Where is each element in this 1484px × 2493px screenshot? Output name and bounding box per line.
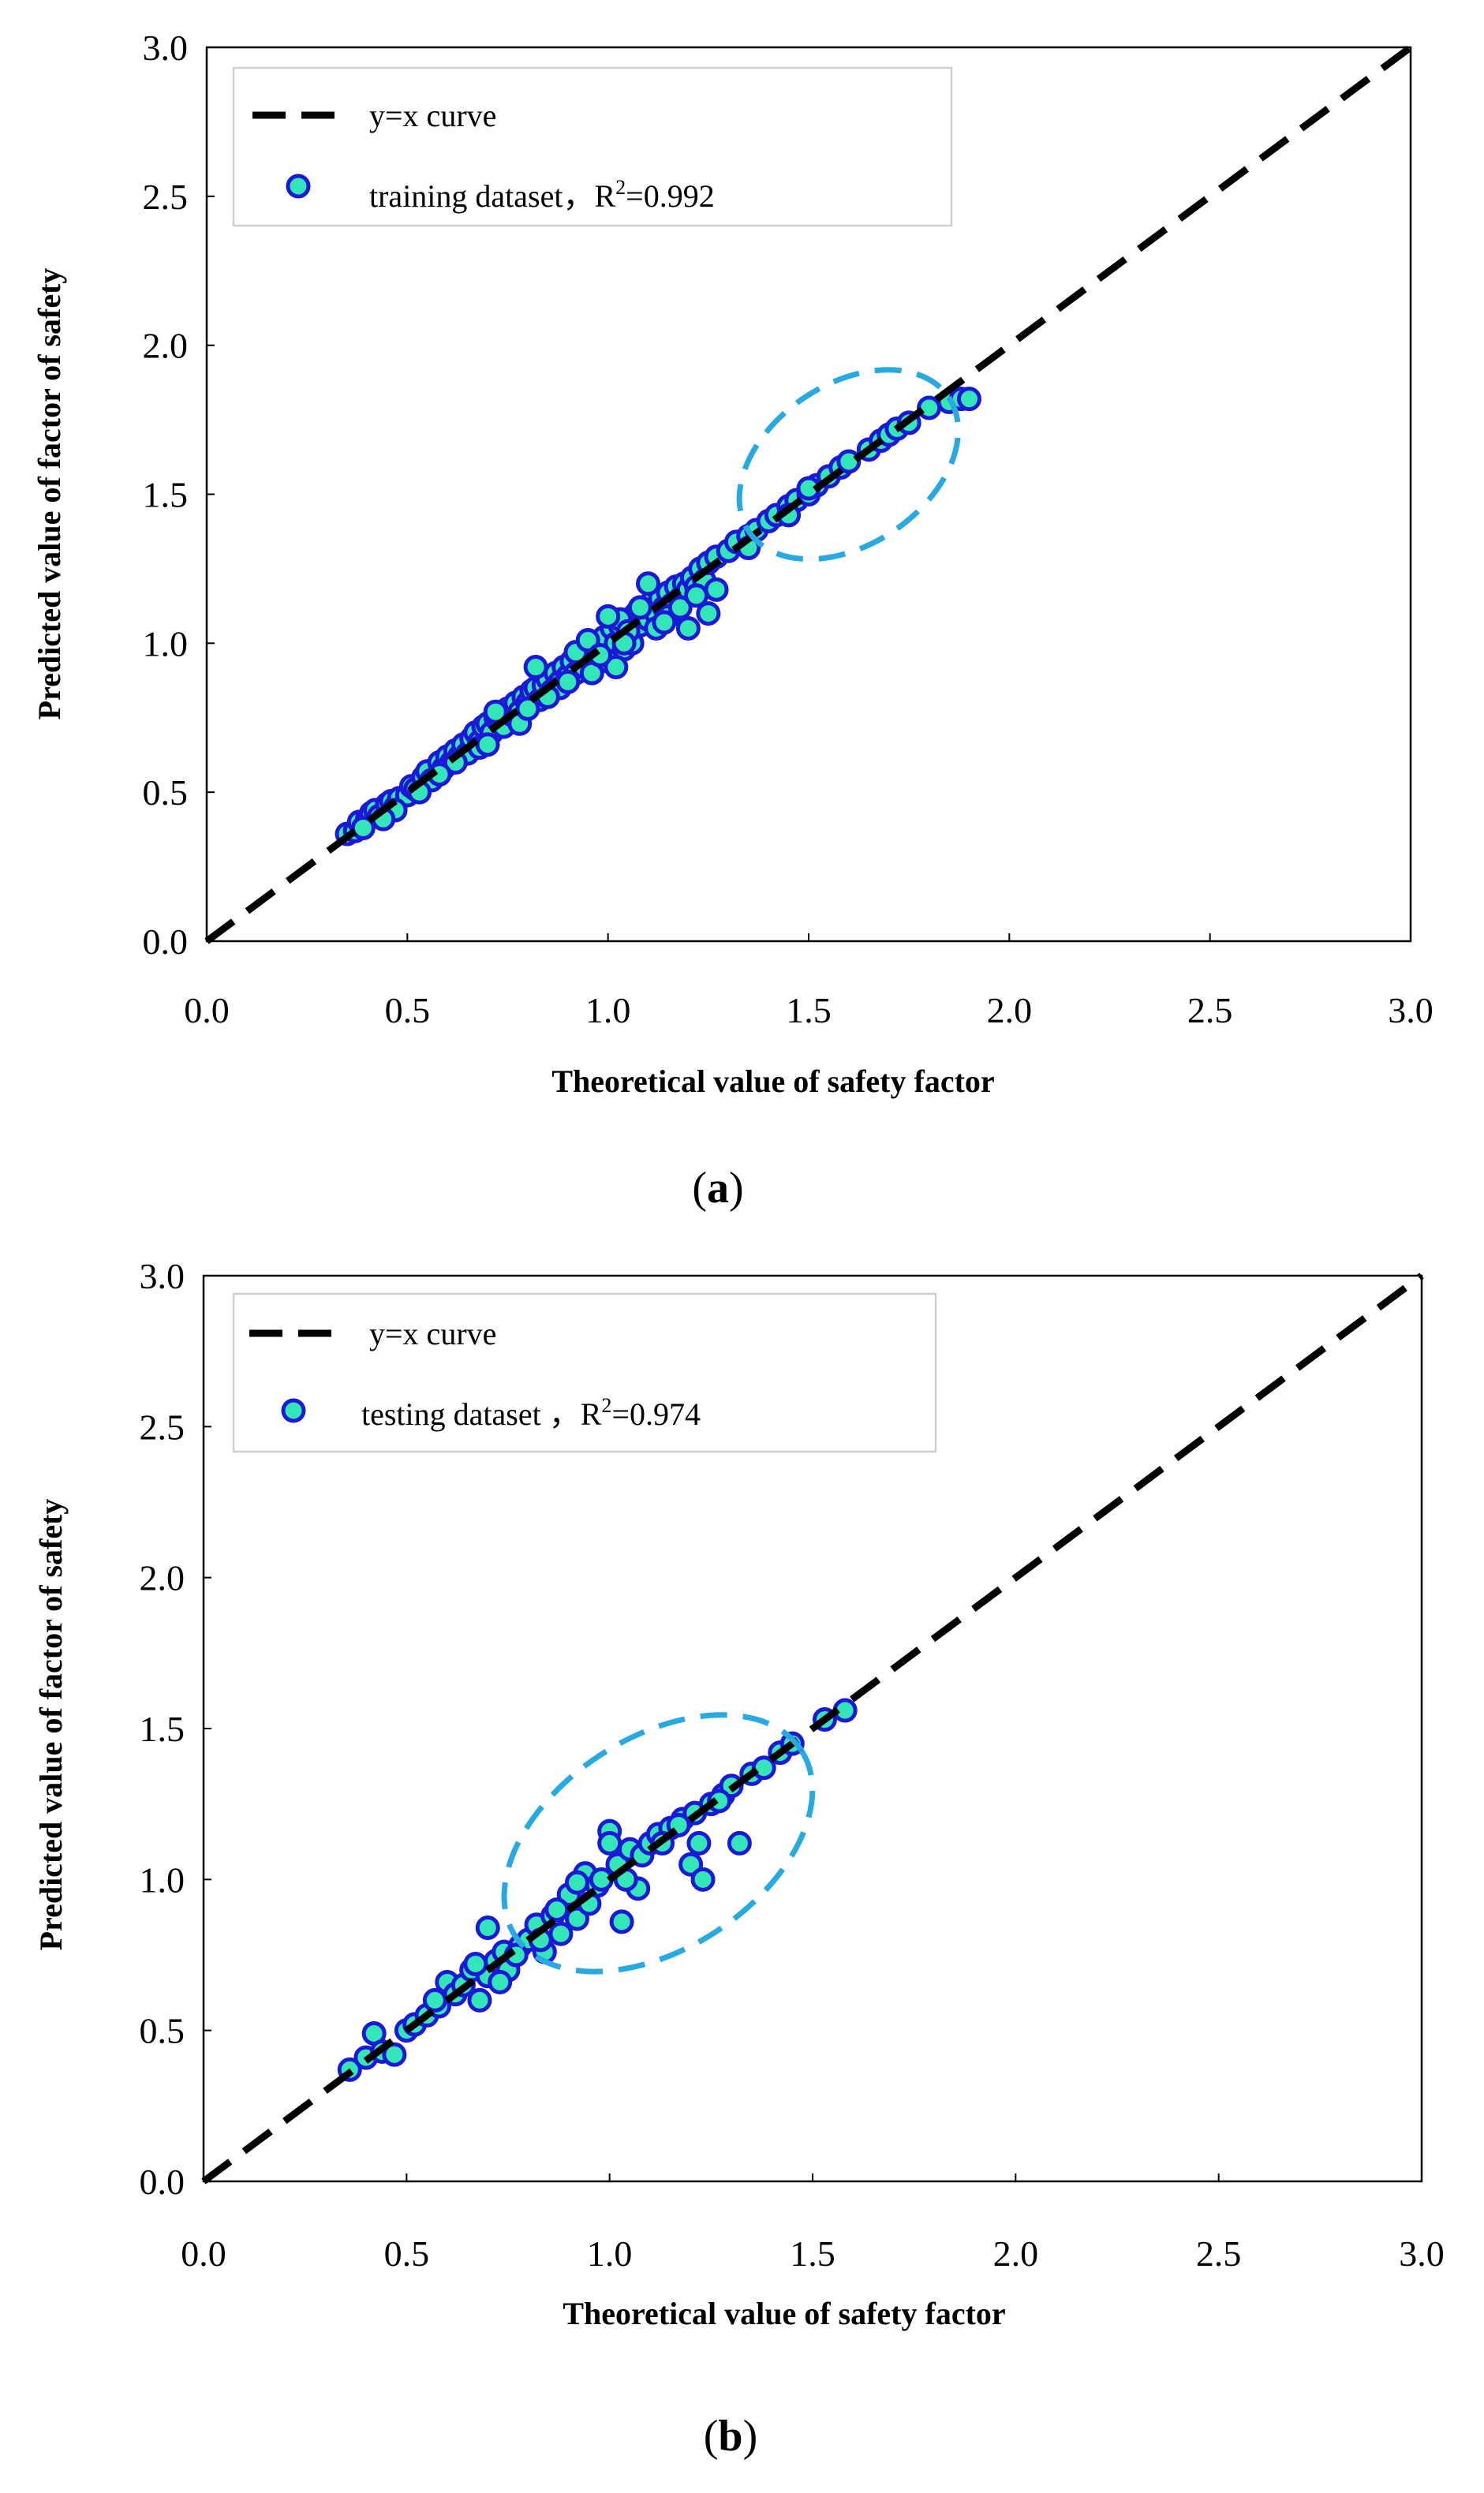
data-point	[609, 1909, 634, 1934]
x-tick-label: 2.0	[993, 2233, 1039, 2274]
data-point	[382, 2042, 407, 2067]
x-axis-title: Theoretical value of safety factor	[563, 2296, 1005, 2331]
data-point	[652, 610, 677, 635]
data-point	[696, 601, 721, 626]
panel-label: (a)	[692, 1164, 743, 1213]
x-axis-ticks: 0.0 0.5 1.0 1.5 2.0 2.5 3.0	[181, 2173, 1445, 2274]
data-point	[836, 449, 862, 474]
data-point	[917, 395, 942, 420]
y-tick-label: 3.0	[143, 28, 189, 68]
x-tick-label: 3.0	[1388, 990, 1434, 1030]
legend-series-label: training dataset，R2=0.992	[369, 176, 715, 214]
highlight-ellipse	[501, 1712, 816, 1975]
panel-label-letter: b	[718, 2412, 742, 2461]
x-axis-ticks: 0.0 0.5 1.0 1.5 2.0 2.5 3.0	[184, 933, 1434, 1030]
highlight-ellipse	[736, 367, 962, 563]
data-point	[597, 1830, 622, 1856]
data-point	[564, 1870, 589, 1895]
legend-series-suffix: =0.974	[611, 1396, 701, 1432]
legend-series-label: testing dataset ，R2=0.974	[361, 1394, 701, 1432]
data-point	[596, 604, 621, 629]
x-axis-title: Theoretical value of safety factor	[551, 1063, 994, 1099]
data-point	[467, 1987, 492, 2013]
y-tick-label: 0.5	[140, 2011, 185, 2051]
y-tick-label: 2.5	[140, 1407, 185, 1447]
legend-series-prefix: training dataset，R	[369, 178, 615, 214]
data-point	[475, 732, 500, 757]
y-tick-label: 1.0	[143, 623, 189, 663]
data-point	[604, 655, 629, 680]
legend-box	[232, 1292, 937, 1453]
legend: y=x curve training dataset，R2=0.992	[232, 66, 953, 227]
y-tick-label: 1.5	[143, 475, 189, 515]
data-point	[515, 696, 540, 721]
y-axis-ticks: 0.0 0.5 1.0 1.5 2.0 2.5 3.0	[140, 1256, 211, 2202]
data-point	[727, 1830, 752, 1856]
panel-label-open: (	[692, 1164, 707, 1213]
x-tick-label: 0.5	[384, 2233, 430, 2274]
panel-label-close: )	[729, 1164, 744, 1213]
data-point	[544, 1897, 570, 1923]
data-point	[636, 571, 661, 596]
x-tick-label: 0.5	[385, 990, 431, 1030]
data-point	[555, 669, 581, 694]
legend-box	[232, 66, 953, 227]
data-point	[523, 655, 548, 680]
panel-label-close: )	[743, 2412, 758, 2461]
y-equals-x-line	[201, 1273, 1424, 2185]
y-tick-label: 2.0	[140, 1558, 185, 1598]
x-tick-label: 1.5	[786, 990, 832, 1030]
y-tick-label: 3.0	[140, 1256, 185, 1296]
y-tick-label: 0.5	[143, 772, 189, 813]
y-tick-label: 0.0	[143, 921, 189, 962]
data-point	[483, 699, 508, 724]
y-axis-title: Predicted value of factor of safety	[33, 1499, 69, 1951]
y-tick-label: 1.5	[140, 1709, 185, 1749]
y-axis-ticks: 0.0 0.5 1.0 1.5 2.0 2.5 3.0	[143, 28, 215, 962]
x-tick-label: 1.0	[587, 2233, 633, 2274]
y-tick-label: 0.0	[140, 2162, 185, 2202]
panel-label-open: (	[704, 2412, 719, 2461]
data-point	[350, 815, 376, 840]
x-tick-label: 2.0	[987, 990, 1033, 1030]
data-point	[667, 595, 693, 620]
legend-series-prefix: testing dataset ，R	[361, 1396, 602, 1432]
legend-series-sup: 2	[601, 1394, 611, 1417]
chart-panel-b: 0.0 0.5 1.0 1.5 2.0 2.5 3.0 0.0 0.5 1.0 1.5 2.0 2.5…	[33, 1256, 1445, 2461]
y-axis-title: Predicted value of factor of safety	[32, 268, 67, 720]
data-point	[704, 577, 729, 602]
x-tick-label: 2.5	[1196, 2233, 1242, 2274]
legend-point-swatch	[286, 174, 311, 199]
data-point	[463, 1951, 488, 1976]
x-tick-label: 1.0	[585, 990, 631, 1030]
legend-line-label: y=x curve	[369, 98, 496, 133]
legend-series-sup: 2	[615, 176, 626, 199]
data-point	[956, 387, 981, 412]
data-point	[422, 1987, 447, 2013]
chart-panel-a: 0.0 0.5 1.0 1.5 2.0 2.5 3.0 0.0 0.5 1.0 1.5 2.0 2.5…	[32, 28, 1434, 1213]
panel-label-letter: a	[707, 1164, 729, 1213]
legend-series-suffix: =0.992	[626, 178, 715, 214]
data-point	[690, 1867, 716, 1892]
x-tick-label: 2.5	[1187, 990, 1233, 1030]
x-tick-label: 1.5	[790, 2233, 835, 2274]
data-point	[627, 595, 652, 620]
y-tick-label: 1.0	[140, 1859, 185, 1900]
data-point	[675, 615, 701, 641]
y-tick-label: 2.5	[143, 177, 189, 217]
data-point	[686, 1830, 712, 1856]
x-tick-label: 0.0	[184, 990, 230, 1030]
data-point	[475, 1916, 500, 1941]
legend-line-label: y=x curve	[369, 1316, 496, 1351]
data-point	[488, 1969, 513, 1994]
y-tick-label: 2.0	[143, 326, 189, 366]
data-point	[684, 583, 709, 608]
x-tick-label: 3.0	[1399, 2233, 1445, 2274]
legend: y=x curve testing dataset ，R2=0.974	[232, 1292, 937, 1453]
panel-label: (b)	[704, 2412, 757, 2461]
x-tick-label: 0.0	[181, 2233, 226, 2274]
legend-point-swatch	[281, 1398, 306, 1423]
